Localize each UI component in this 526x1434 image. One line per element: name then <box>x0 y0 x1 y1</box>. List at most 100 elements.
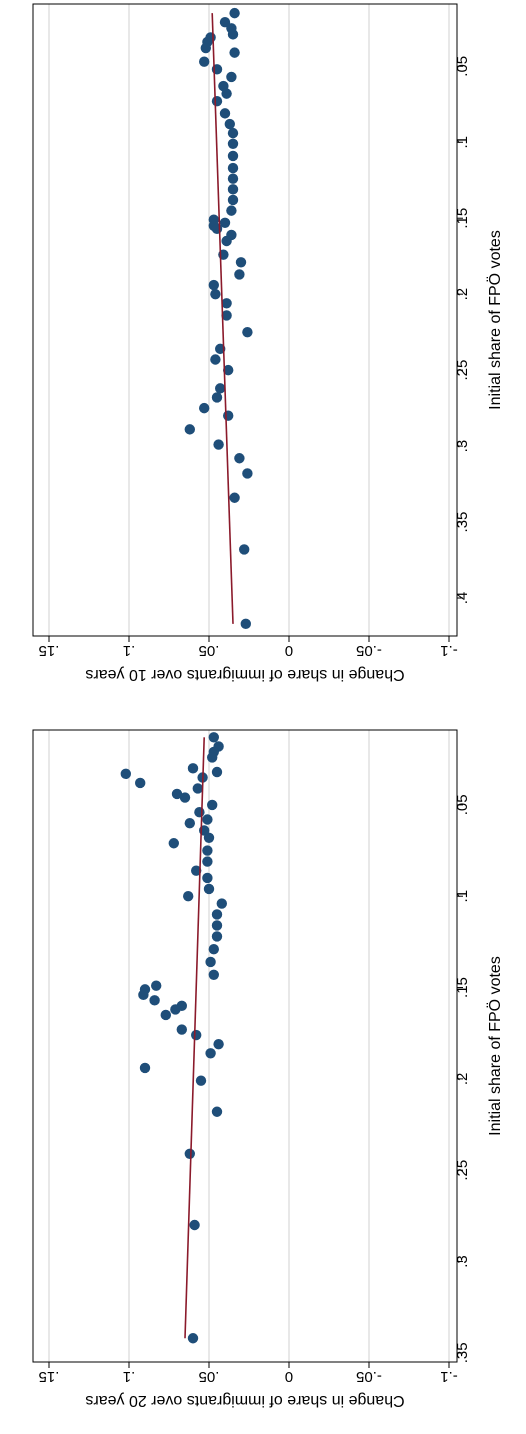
data-point <box>221 235 232 247</box>
data-point <box>176 1024 187 1035</box>
y-tick-label: .15 <box>39 642 60 659</box>
data-point <box>216 898 227 909</box>
x-tick-label: .1 <box>454 136 471 149</box>
data-point <box>229 492 240 503</box>
data-point <box>170 1004 181 1015</box>
panel-20-years: -.1 -.05 0 .05 .1 .15 .05 .1 .15 .2 .25 .3 .35 Initia… <box>32 729 504 1409</box>
y-tick-label: .1 <box>123 1368 136 1385</box>
x-tick-label: .35 <box>454 512 471 533</box>
data-point <box>192 783 203 794</box>
data-point <box>226 71 237 83</box>
x-tick-label: .4 <box>454 592 471 605</box>
x-tick-label: .25 <box>454 360 471 381</box>
data-point <box>227 162 239 174</box>
fit-line <box>184 737 205 1339</box>
data-point <box>179 792 191 803</box>
y-tick-label: 0 <box>285 1368 293 1385</box>
x-tick-label: .3 <box>454 1255 471 1268</box>
data-point <box>187 763 199 774</box>
x-tick-label: .15 <box>454 208 471 229</box>
data-point <box>219 108 231 119</box>
data-point <box>208 943 219 955</box>
data-point <box>160 1009 171 1021</box>
fit-line <box>211 13 234 624</box>
y-tick-label: .05 <box>199 642 220 659</box>
data-point <box>211 909 223 920</box>
data-point <box>227 29 239 40</box>
data-point <box>207 799 218 811</box>
y-tick-label: -.05 <box>356 642 382 659</box>
data-point <box>149 995 160 1006</box>
y-tick-label: -.1 <box>440 642 458 659</box>
x-tick-label: .25 <box>454 1160 471 1181</box>
data-point <box>202 845 213 856</box>
data-point <box>184 817 195 829</box>
data-point <box>120 768 131 780</box>
data-point <box>202 814 213 825</box>
data-point <box>234 269 245 280</box>
data-point <box>211 96 223 107</box>
y-tick-label: .05 <box>199 1368 220 1385</box>
x-tick-label: .05 <box>454 794 471 815</box>
data-point <box>240 618 251 630</box>
data-point <box>210 288 221 300</box>
data-point <box>211 392 223 403</box>
data-point <box>223 410 234 421</box>
data-point <box>199 56 210 67</box>
data-point <box>199 402 210 414</box>
data-point <box>194 806 205 818</box>
y-tick-label: .1 <box>123 642 136 659</box>
y-axis-title: Change in share of immigrants over 10 ye… <box>85 666 404 683</box>
data-point <box>189 1219 200 1231</box>
data-point <box>191 865 202 876</box>
data-point <box>139 1062 151 1074</box>
panel-10-years: -.1 -.05 0 .05 .1 .15 .05 .1 .15 .2 .25 .3 .35 .4 Init… <box>32 3 504 683</box>
data-point <box>211 931 223 942</box>
data-point <box>210 354 221 365</box>
data-point <box>168 838 179 849</box>
data-point <box>191 1029 202 1041</box>
x-tick-label: .05 <box>454 56 471 77</box>
data-point <box>208 279 219 291</box>
data-point <box>208 732 219 743</box>
data-point <box>242 468 253 479</box>
x-tick-label: .2 <box>454 288 471 301</box>
data-point <box>223 364 234 376</box>
plot-frame <box>32 3 458 637</box>
data-point <box>195 1075 207 1086</box>
data-point <box>203 832 215 843</box>
x-tick-label: .3 <box>454 440 471 453</box>
y-tick-label: -.05 <box>356 1368 382 1385</box>
data-point <box>171 788 183 800</box>
data-point <box>205 956 216 968</box>
data-point <box>151 980 162 991</box>
data-point <box>227 194 239 206</box>
x-tick-label: .2 <box>454 1073 471 1086</box>
data-point <box>234 453 245 464</box>
data-point <box>224 118 235 130</box>
data-point <box>221 298 232 309</box>
data-point <box>211 223 223 235</box>
plot-frame <box>32 729 458 1363</box>
data-point <box>229 47 240 58</box>
x-tick-label: .1 <box>454 890 471 903</box>
data-point <box>135 777 146 789</box>
data-point <box>213 1038 224 1050</box>
data-point <box>219 217 231 228</box>
data-point <box>221 88 232 99</box>
data-point <box>227 150 239 162</box>
data-point <box>207 752 218 763</box>
data-point <box>184 424 195 435</box>
data-point <box>200 42 211 54</box>
data-point <box>235 257 247 268</box>
data-point <box>229 7 240 19</box>
data-point <box>242 326 253 338</box>
data-point <box>138 989 149 1001</box>
data-point <box>187 1333 199 1344</box>
data-point <box>183 891 194 902</box>
data-point <box>205 1048 216 1059</box>
data-point <box>203 883 215 895</box>
data-point <box>211 920 223 931</box>
data-point <box>202 872 213 884</box>
